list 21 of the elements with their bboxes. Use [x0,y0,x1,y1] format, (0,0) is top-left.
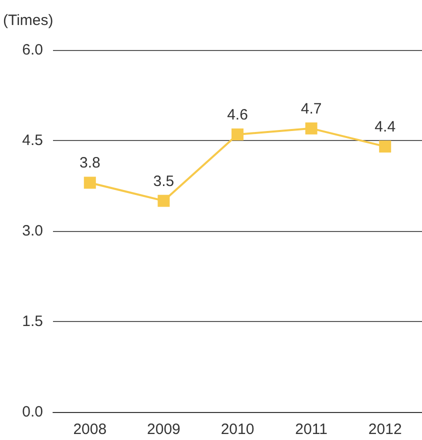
x-tick-label: 2011 [295,421,328,438]
data-label: 4.4 [374,118,396,136]
data-label: 4.7 [300,100,322,118]
x-tick-label: 2012 [368,421,402,438]
y-axis-title: (Times) [3,12,54,29]
point [305,122,318,134]
y-tick-label: 3.0 [22,222,43,240]
point [232,128,244,140]
data-label: 4.6 [227,106,248,124]
y-tick-label: 6.0 [22,42,43,58]
point [158,194,170,207]
y-tick-label: 0.0 [22,404,43,420]
x-tick-label: 2009 [147,421,180,438]
point [379,140,392,153]
point [84,176,96,189]
x-tick-label: 2008 [73,421,107,438]
data-label: 3.5 [153,172,174,190]
y-tick-label: 4.5 [22,132,43,149]
y-tick-label: 1.5 [22,313,43,330]
x-tick-label: 2010 [220,421,254,438]
data-label: 3.8 [79,154,100,172]
